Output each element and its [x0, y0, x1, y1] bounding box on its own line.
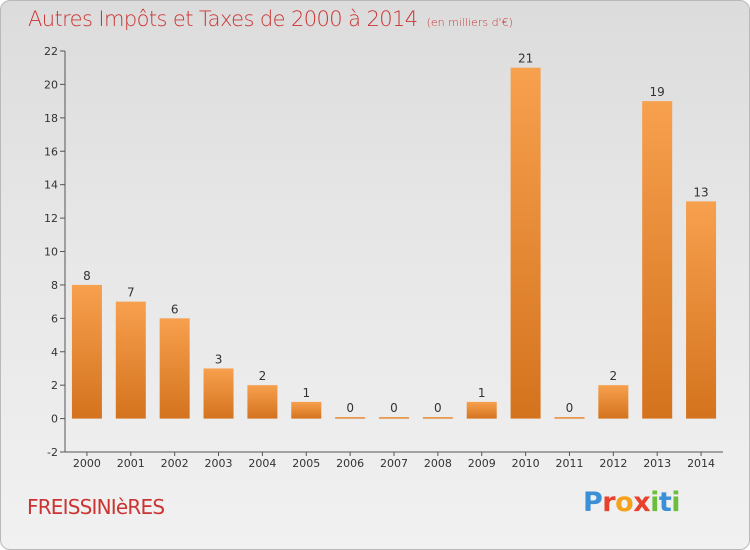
x-tick-label: 2002 [161, 457, 189, 470]
bar [554, 417, 585, 419]
bar [422, 417, 453, 419]
bar [598, 385, 629, 419]
proxiti-logo[interactable]: Proxiti [583, 487, 681, 518]
y-tick-label: 18 [44, 112, 58, 125]
bar [510, 67, 541, 419]
x-tick-label: 2004 [248, 457, 276, 470]
data-label: 19 [650, 85, 665, 99]
data-label: 2 [610, 369, 618, 383]
data-label: 0 [566, 401, 574, 415]
x-tick-label: 2005 [292, 457, 320, 470]
x-tick-label: 2012 [599, 457, 627, 470]
data-label: 0 [390, 401, 398, 415]
x-tick-label: 2013 [643, 457, 671, 470]
logo-letter: x [633, 487, 651, 518]
data-label: 3 [215, 352, 223, 366]
y-tick-label: 8 [51, 279, 58, 292]
logo-letter: i [671, 487, 681, 518]
x-tick-label: 2007 [380, 457, 408, 470]
data-label: 0 [434, 401, 442, 415]
bar [466, 401, 497, 419]
y-tick-label: 0 [51, 413, 58, 426]
chart-bars [71, 67, 717, 419]
data-label: 1 [302, 386, 310, 400]
y-tick-label: 2 [51, 379, 58, 392]
bar [71, 284, 102, 419]
x-tick-label: 2011 [555, 457, 583, 470]
chart-title: Autres Impôts et Taxes de 2000 à 2014 (e… [28, 7, 513, 31]
y-tick-label: 22 [44, 45, 58, 58]
bar [335, 417, 366, 419]
bar [115, 301, 146, 419]
data-label: 0 [346, 401, 354, 415]
data-label: 1 [478, 386, 486, 400]
y-tick-label: 14 [44, 179, 58, 192]
data-label: 8 [83, 269, 91, 283]
data-label: 21 [518, 52, 533, 66]
logo-letter: o [615, 487, 634, 518]
chart-unit: (en milliers d'€) [426, 16, 513, 29]
bar [159, 318, 190, 419]
data-label: 6 [171, 302, 179, 316]
y-tick-label: 12 [44, 212, 58, 225]
bar [379, 417, 409, 419]
x-tick-label: 2008 [424, 457, 452, 470]
x-tick-label: 2014 [687, 457, 715, 470]
bar [686, 201, 717, 419]
x-tick-label: 2009 [468, 457, 496, 470]
logo-letter: i [650, 487, 659, 518]
data-label: 7 [127, 286, 135, 300]
y-tick-label: 16 [44, 145, 58, 158]
logo-letter: r [602, 487, 616, 518]
bar [203, 368, 234, 419]
chart-title-text: Autres Impôts et Taxes de 2000 à 2014 [28, 7, 418, 31]
y-tick-label: 20 [44, 78, 58, 91]
x-tick-label: 2000 [73, 457, 101, 470]
x-tick-label: 2010 [512, 457, 540, 470]
data-label: 13 [693, 185, 708, 199]
bar [291, 401, 322, 419]
x-tick-label: 2003 [205, 457, 233, 470]
y-tick-label: 6 [51, 312, 58, 325]
bar [642, 101, 673, 419]
y-tick-label: 4 [51, 346, 58, 359]
commune-name: FREISSINIèRES [27, 495, 165, 519]
bar [247, 385, 278, 419]
x-tick-label: 2006 [336, 457, 364, 470]
y-tick-label: -2 [47, 446, 58, 459]
y-tick-label: 10 [44, 246, 58, 259]
data-label: 2 [259, 369, 267, 383]
logo-letter: t [658, 487, 672, 518]
logo-letter: P [583, 487, 603, 518]
x-tick-label: 2001 [117, 457, 145, 470]
